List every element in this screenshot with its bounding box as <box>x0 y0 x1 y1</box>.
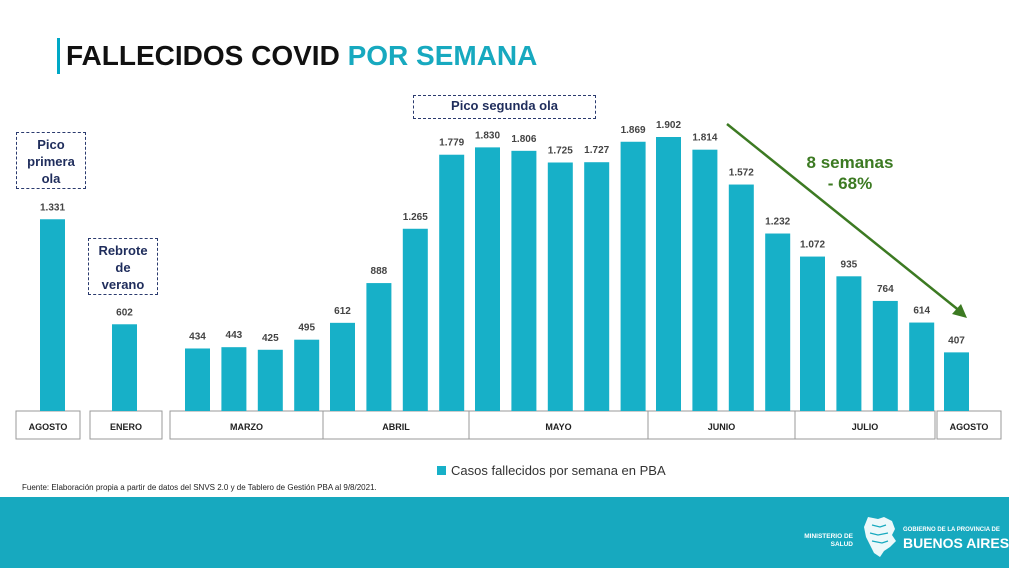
value-label: 888 <box>371 266 388 277</box>
value-label: 614 <box>913 306 930 317</box>
value-label: 764 <box>877 284 894 295</box>
value-label: 1.265 <box>403 212 428 223</box>
title-part1: FALLECIDOS COVID <box>66 40 340 71</box>
trend-arrow-head <box>952 304 967 318</box>
annotation-percent: - 68% <box>827 174 873 193</box>
value-label: 1.072 <box>800 240 825 251</box>
month-label: JUNIO <box>708 422 736 432</box>
bar <box>944 352 969 411</box>
value-label: 1.830 <box>475 130 500 141</box>
month-label: MAYO <box>545 422 571 432</box>
value-label: 1.902 <box>656 120 681 131</box>
province-map-icon <box>864 517 896 557</box>
bar <box>366 283 392 411</box>
trend-arrow <box>726 123 967 318</box>
month-panel <box>169 410 324 440</box>
bar <box>728 184 754 411</box>
callout-summer-line2: de <box>115 260 131 275</box>
bar <box>330 322 355 411</box>
value-label: 443 <box>226 330 243 341</box>
callout-summer-line3: verano <box>101 277 145 292</box>
value-label: 1.727 <box>584 145 609 156</box>
month-label: AGOSTO <box>950 422 989 432</box>
month-labels: AGOSTO ENERO MARZO ABRIL MAYO JUNIO JULIO AGOST… <box>29 422 989 432</box>
ministry-line1: MINISTERIO DE <box>804 533 853 540</box>
value-label: 1.814 <box>692 133 717 144</box>
month-panel <box>468 410 649 440</box>
callout-second-peak-label: Pico segunda ola <box>451 98 558 113</box>
bar <box>40 219 65 411</box>
bar <box>402 228 428 411</box>
bar <box>584 162 610 411</box>
footer-bar: MINISTERIO DE SALUD GOBIERNO DE LA PROVI… <box>0 497 1009 568</box>
bar <box>692 149 718 411</box>
value-label: 935 <box>841 259 858 270</box>
title-part2: POR SEMANA <box>347 40 538 71</box>
legend: Casos fallecidos por semana en PBA <box>437 463 666 478</box>
value-label: 434 <box>189 331 206 342</box>
bar <box>620 141 646 411</box>
callout-first-peak-line2: primera <box>27 154 75 169</box>
callout-summer-line1: Rebrote <box>98 243 148 258</box>
month-panel <box>794 410 936 440</box>
value-label: 425 <box>262 333 279 344</box>
bar <box>765 233 791 411</box>
bar <box>547 162 573 411</box>
month-panel <box>936 410 1002 440</box>
value-label: 1.331 <box>40 202 65 213</box>
bar <box>656 137 681 411</box>
source-note: Fuente: Elaboración propia a partir de d… <box>22 483 377 492</box>
value-label: 495 <box>298 323 315 334</box>
bar-chart: 1.331 602 434 443 425 495 612 888 1.265 1.779 1.83… <box>15 120 1002 440</box>
page-title: FALLECIDOS COVID POR SEMANA <box>57 38 537 74</box>
value-label: 612 <box>334 306 351 317</box>
value-label: 1.806 <box>511 134 536 145</box>
value-label: 1.725 <box>548 145 573 156</box>
trend-arrow-line <box>726 123 962 313</box>
month-panels <box>15 410 1002 440</box>
month-panel <box>647 410 796 440</box>
bar <box>112 324 137 411</box>
value-label: 1.232 <box>765 217 790 228</box>
ministry-line2: SALUD <box>830 541 853 548</box>
callout-first-peak-line3: ola <box>41 171 61 186</box>
bar <box>836 276 862 411</box>
month-label: ENERO <box>110 422 142 432</box>
bar <box>257 349 283 411</box>
value-label: 1.869 <box>621 125 646 136</box>
annotation-weeks: 8 semanas <box>806 153 894 172</box>
ministry-label: MINISTERIO DE SALUD <box>804 533 853 549</box>
bar <box>511 150 537 411</box>
value-labels: 1.331 602 434 443 425 495 612 888 1.265 1.779 1.83… <box>40 120 965 346</box>
month-label: ABRIL <box>382 422 410 432</box>
government-label: GOBIERNO DE LA PROVINCIA DE <box>903 527 1000 533</box>
value-label: 1.572 <box>729 168 754 179</box>
month-label: MARZO <box>230 422 263 432</box>
legend-swatch <box>437 466 446 475</box>
callout-first-peak-line1: Pico <box>37 137 65 152</box>
value-label: 1.779 <box>439 138 464 149</box>
bar <box>294 339 320 411</box>
bar <box>185 348 210 411</box>
callout-summer: Rebrote de verano <box>88 238 158 295</box>
bars <box>40 137 969 411</box>
callout-second-peak: Pico segunda ola <box>413 95 596 119</box>
bar <box>439 154 465 411</box>
bar <box>872 300 898 411</box>
value-label: 602 <box>116 307 133 318</box>
callout-first-peak: Pico primera ola <box>16 132 86 189</box>
legend-label: Casos fallecidos por semana en PBA <box>451 463 666 478</box>
bar <box>800 256 825 411</box>
value-label: 407 <box>948 335 965 346</box>
bar <box>475 147 500 411</box>
bar <box>909 322 935 411</box>
month-label: AGOSTO <box>29 422 68 432</box>
bar <box>221 347 247 411</box>
month-panel <box>89 410 163 440</box>
reduction-annotation: 8 semanas - 68% <box>790 152 910 194</box>
province-name: BUENOS AIRES <box>903 535 1009 551</box>
month-label: JULIO <box>852 422 879 432</box>
